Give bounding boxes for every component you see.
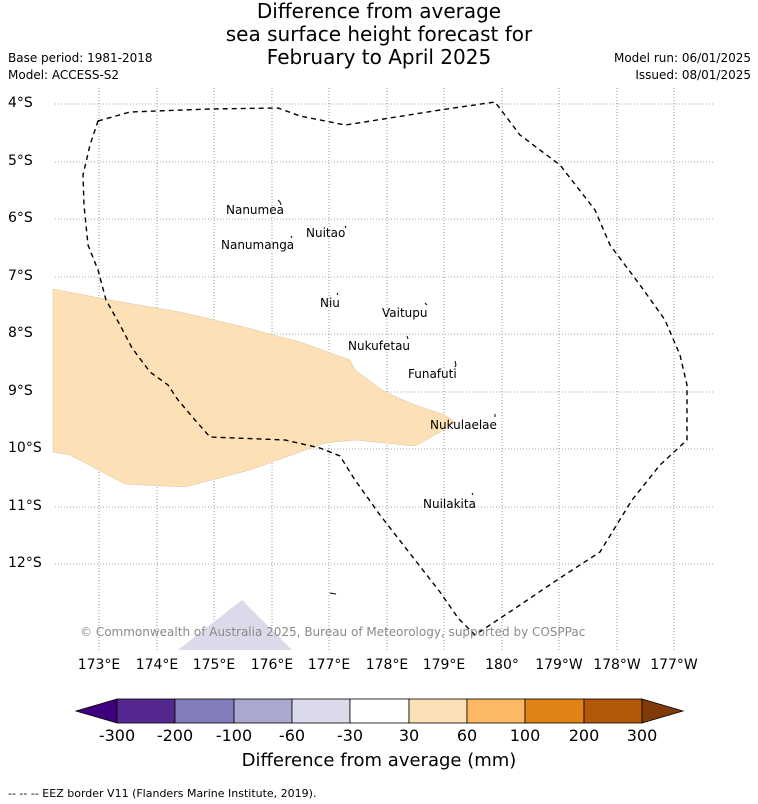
- colorbar: [74, 698, 685, 724]
- lat-label-6s: 6°S: [8, 210, 33, 226]
- island-label-nukulaelae: Nukulaelae: [430, 418, 497, 432]
- island-markers: [277, 199, 496, 595]
- colorbar-bin-1: [116, 698, 176, 724]
- title-line-1: Difference from average: [256, 0, 502, 23]
- model-name: Model: ACCESS-S2: [8, 68, 120, 82]
- lat-label-9s: 9°S: [8, 383, 33, 399]
- colorbar-label-minus-100: -100: [215, 726, 253, 745]
- colorbar-bin-8: [524, 698, 585, 724]
- colorbar-bin-6: [408, 698, 468, 724]
- lon-label-175e: 175°E: [192, 657, 236, 673]
- lon-label-179w: 179°W: [535, 657, 583, 673]
- colorbar-bin-2: [174, 698, 235, 724]
- colorbar-label-minus-60: -60: [278, 726, 306, 745]
- negative-anomaly-region: [178, 600, 292, 650]
- island-marker-vaitupu: [424, 302, 428, 306]
- island-label-nanumea: Nanumea: [226, 203, 284, 217]
- colorbar-title: Difference from average (mm): [241, 750, 517, 771]
- base-period: Base period: 1981-2018: [8, 51, 153, 65]
- colorbar-bin-9: [583, 698, 643, 724]
- meta-right: Model run: 06/01/2025 Issued: 08/01/2025: [614, 50, 751, 84]
- island-label-vaitupu: Vaitupu: [382, 306, 428, 320]
- reef-marker: [329, 592, 337, 595]
- map-title: Difference from average sea surface heig…: [0, 0, 758, 69]
- gridlines: [55, 88, 713, 650]
- lon-label-178w: 178°W: [593, 657, 641, 673]
- title-line-2: sea surface height forecast for: [225, 22, 533, 46]
- colorbar-label-30: 30: [398, 726, 420, 745]
- lon-label-177w: 177°W: [650, 657, 698, 673]
- colorbar-bin-4: [291, 698, 351, 724]
- island-marker-nanumanga: [290, 235, 293, 239]
- title-line-3: February to April 2025: [266, 45, 492, 69]
- island-label-nuilakita: Nuilakita: [423, 497, 476, 511]
- lon-label-176e: 176°E: [250, 657, 294, 673]
- meta-left: Base period: 1981-2018 Model: ACCESS-S2: [8, 50, 153, 84]
- lat-label-8s: 8°S: [8, 325, 33, 341]
- island-label-nanumanga: Nanumanga: [221, 238, 295, 252]
- colorbar-bin-5: [349, 698, 410, 724]
- lon-label-178e: 178°E: [365, 657, 409, 673]
- copyright-notice: © Commonwealth of Australia 2025, Bureau…: [80, 625, 586, 639]
- lon-label-174e: 174°E: [135, 657, 179, 673]
- lon-label-179e: 179°E: [422, 657, 466, 673]
- colorbar-label-minus-200: -200: [156, 726, 194, 745]
- island-label-funafuti: Funafuti: [408, 367, 457, 381]
- island-marker-funafuti: [454, 360, 457, 368]
- colorbar-bin-3: [233, 698, 293, 724]
- model-run: Model run: 06/01/2025: [613, 51, 751, 65]
- issued-date: Issued: 08/01/2025: [635, 68, 751, 82]
- colorbar-bin-7: [466, 698, 526, 724]
- positive-anomaly-region: [52, 288, 456, 488]
- lat-label-11s: 11°S: [8, 498, 42, 514]
- colorbar-extend-low: [74, 698, 118, 724]
- lat-label-7s: 7°S: [8, 268, 33, 284]
- island-marker-nuitao: [344, 225, 347, 229]
- colorbar-label-minus-300: -300: [98, 726, 136, 745]
- colorbar-label-60: 60: [456, 726, 478, 745]
- island-marker-nukufetau: [406, 335, 409, 340]
- island-marker-nuilakita: [471, 492, 474, 496]
- lon-label-177e: 177°E: [307, 657, 351, 673]
- eez-border: [82, 101, 688, 636]
- eez-legend: -- -- -- EEZ border V11 (Flanders Marine…: [8, 787, 317, 800]
- lat-label-4s: 4°S: [8, 95, 33, 111]
- lat-label-10s: 10°S: [8, 440, 42, 456]
- colorbar-label-100: 100: [509, 726, 541, 745]
- island-label-niu: Niu: [320, 296, 340, 310]
- colorbar-label-minus-30: -30: [336, 726, 364, 745]
- lon-label-180: 180°: [485, 657, 519, 673]
- island-label-nukufetau: Nukufetau: [348, 339, 411, 353]
- lon-label-173e: 173°E: [77, 657, 121, 673]
- lat-label-5s: 5°S: [8, 153, 33, 169]
- lat-label-12s: 12°S: [8, 555, 42, 571]
- island-marker-nanumea: [277, 199, 282, 206]
- colorbar-extend-high: [641, 698, 685, 724]
- colorbar-label-200: 200: [568, 726, 600, 745]
- colorbar-label-300: 300: [626, 726, 658, 745]
- island-marker-niu: [336, 292, 339, 296]
- island-label-nuitao: Nuitao: [306, 226, 346, 240]
